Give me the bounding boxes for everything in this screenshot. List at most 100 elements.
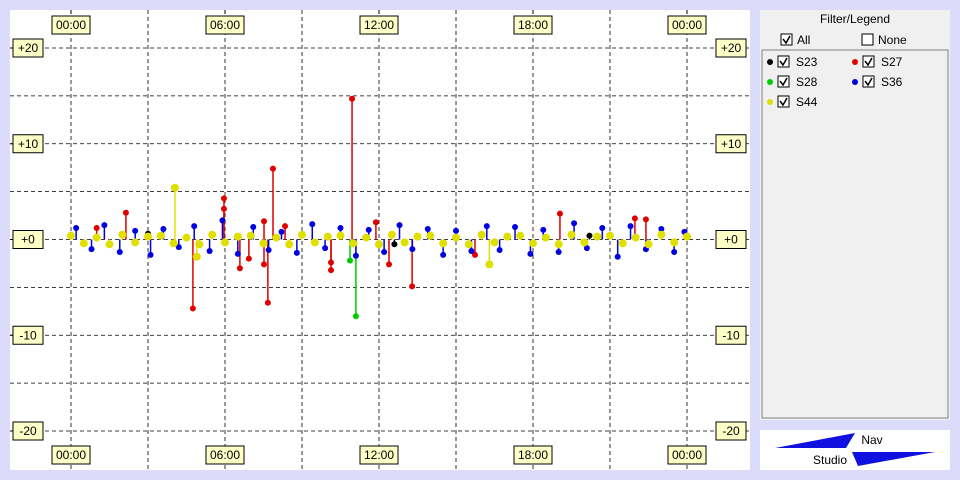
point xyxy=(586,232,593,239)
point xyxy=(387,230,396,239)
checkbox[interactable] xyxy=(777,55,790,68)
point xyxy=(627,223,634,230)
point xyxy=(189,305,196,312)
checkmark xyxy=(782,35,791,45)
point xyxy=(599,225,606,232)
point xyxy=(631,233,640,242)
point xyxy=(323,232,332,241)
x-tick-label-box xyxy=(205,445,245,465)
x-tick-label: 00:00 xyxy=(672,18,702,32)
point xyxy=(424,225,431,232)
point xyxy=(346,257,353,264)
point xyxy=(483,223,490,230)
checkbox[interactable] xyxy=(780,33,793,46)
point xyxy=(269,165,276,172)
legend-label[interactable]: S23 xyxy=(796,55,818,69)
point xyxy=(485,260,494,269)
x-tick-label: 18:00 xyxy=(518,18,548,32)
point xyxy=(556,210,563,217)
checkbox[interactable] xyxy=(777,75,790,88)
x-tick-label-box xyxy=(359,15,399,35)
logo-text: Studio xyxy=(813,453,847,467)
point xyxy=(452,233,460,242)
point xyxy=(282,223,289,230)
point xyxy=(233,232,242,241)
point xyxy=(426,231,435,240)
point xyxy=(79,239,88,248)
y-tick-label: -10 xyxy=(19,328,37,342)
plot-panel xyxy=(10,10,750,470)
legend-swatch xyxy=(767,59,773,65)
legend-label[interactable]: S36 xyxy=(881,75,903,89)
point xyxy=(309,221,316,228)
filter-label[interactable]: All xyxy=(797,33,810,47)
point xyxy=(250,224,257,231)
checkmark xyxy=(779,77,788,87)
point xyxy=(328,267,335,274)
point xyxy=(246,231,255,240)
point xyxy=(116,248,123,255)
checkbox[interactable] xyxy=(862,75,875,88)
point xyxy=(606,231,614,240)
y-tick-label: +0 xyxy=(21,233,35,247)
x-tick-label-box xyxy=(51,15,91,35)
point xyxy=(88,246,95,253)
legend-label[interactable]: S27 xyxy=(881,55,903,69)
point xyxy=(118,230,127,239)
x-tick-label-box xyxy=(359,445,399,465)
checkbox[interactable] xyxy=(862,55,875,68)
y-tick-label-box xyxy=(12,134,44,154)
point xyxy=(352,252,359,259)
point xyxy=(439,239,448,248)
point xyxy=(471,251,478,258)
checkmark xyxy=(864,57,873,67)
point xyxy=(440,251,447,258)
point xyxy=(220,205,227,212)
point xyxy=(265,247,272,254)
x-tick-label: 00:00 xyxy=(672,448,702,462)
filter-label[interactable]: None xyxy=(878,33,907,47)
x-tick-label-box xyxy=(51,445,91,465)
legend-label[interactable]: S28 xyxy=(796,75,818,89)
point xyxy=(310,238,319,247)
point xyxy=(512,224,519,231)
point xyxy=(285,240,294,249)
checkbox[interactable] xyxy=(861,33,874,46)
point xyxy=(236,265,243,272)
point xyxy=(221,238,229,247)
point xyxy=(132,227,139,234)
point xyxy=(362,233,371,242)
point xyxy=(175,244,182,251)
x-tick-label: 18:00 xyxy=(518,448,548,462)
x-tick-label: 12:00 xyxy=(364,18,394,32)
point xyxy=(278,228,285,235)
point xyxy=(67,231,75,240)
point xyxy=(554,240,563,249)
point xyxy=(503,232,512,241)
point xyxy=(453,227,459,234)
x-tick-label-box xyxy=(667,445,707,465)
point xyxy=(571,220,578,227)
point xyxy=(261,218,268,225)
x-tick-label: 12:00 xyxy=(364,448,394,462)
point xyxy=(259,239,268,248)
legend-title: Filter/Legend xyxy=(820,12,890,26)
checkbox[interactable] xyxy=(777,95,790,108)
point xyxy=(156,231,165,240)
point xyxy=(540,226,547,233)
point xyxy=(206,247,213,254)
point xyxy=(409,246,416,253)
point xyxy=(245,255,252,262)
legend-label[interactable]: S44 xyxy=(796,95,818,109)
x-tick-label-box xyxy=(205,15,245,35)
point xyxy=(92,233,101,242)
y-tick-label: -20 xyxy=(722,424,740,438)
point xyxy=(381,248,388,255)
point xyxy=(644,240,653,249)
y-tick-label-box xyxy=(715,325,747,345)
point xyxy=(337,225,344,232)
point xyxy=(555,248,562,255)
x-tick-label-box xyxy=(667,15,707,35)
point xyxy=(618,239,627,248)
